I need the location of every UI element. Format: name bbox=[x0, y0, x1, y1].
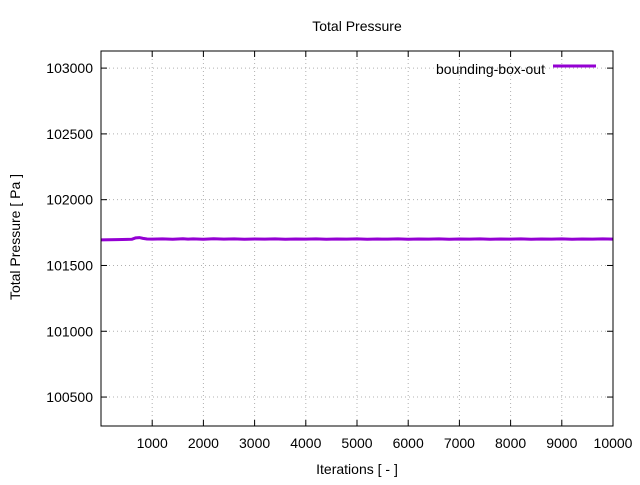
x-tick-label: 2000 bbox=[188, 435, 219, 451]
x-tick-label: 4000 bbox=[290, 435, 321, 451]
y-tick-label: 102500 bbox=[46, 126, 93, 142]
y-tick-label: 100500 bbox=[46, 389, 93, 405]
y-tick-label: 101500 bbox=[46, 257, 93, 273]
x-tick-label: 1000 bbox=[137, 435, 168, 451]
x-tick-label: 3000 bbox=[239, 435, 270, 451]
x-axis-label: Iterations [ - ] bbox=[316, 461, 398, 477]
x-tick-label: 6000 bbox=[393, 435, 424, 451]
x-tick-label: 7000 bbox=[444, 435, 475, 451]
plot-series bbox=[100, 236, 614, 242]
y-tick-label: 103000 bbox=[46, 60, 93, 76]
y-tick-label: 102000 bbox=[46, 192, 93, 208]
y-axis-label: Total Pressure [ Pa ] bbox=[7, 174, 23, 300]
x-tick-label: 9000 bbox=[546, 435, 577, 451]
y-tick-label: 101000 bbox=[46, 323, 93, 339]
series-line-bounding-box-out bbox=[100, 236, 614, 242]
legend: bounding-box-out bbox=[436, 61, 596, 77]
legend-label-bounding-box-out: bounding-box-out bbox=[436, 61, 545, 77]
ticks: 1000 2000 3000 4000 5000 6000 7000 8000 9000 1000… bbox=[46, 51, 633, 451]
x-tick-label: 5000 bbox=[341, 435, 372, 451]
x-tick-label: 10000 bbox=[594, 435, 633, 451]
x-tick-label: 8000 bbox=[495, 435, 526, 451]
chart-title: Total Pressure bbox=[312, 18, 402, 34]
